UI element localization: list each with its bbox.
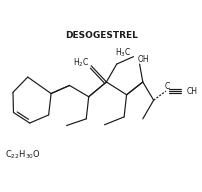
Text: H$_3$C: H$_3$C <box>115 46 131 59</box>
Text: C: C <box>164 82 169 91</box>
Text: DESOGESTREL: DESOGESTREL <box>65 31 137 40</box>
Text: CH: CH <box>186 87 197 96</box>
Text: C$_{22}$H$_{30}$O: C$_{22}$H$_{30}$O <box>5 148 41 161</box>
Text: H$_2$C: H$_2$C <box>73 57 89 69</box>
Text: OH: OH <box>137 55 149 64</box>
